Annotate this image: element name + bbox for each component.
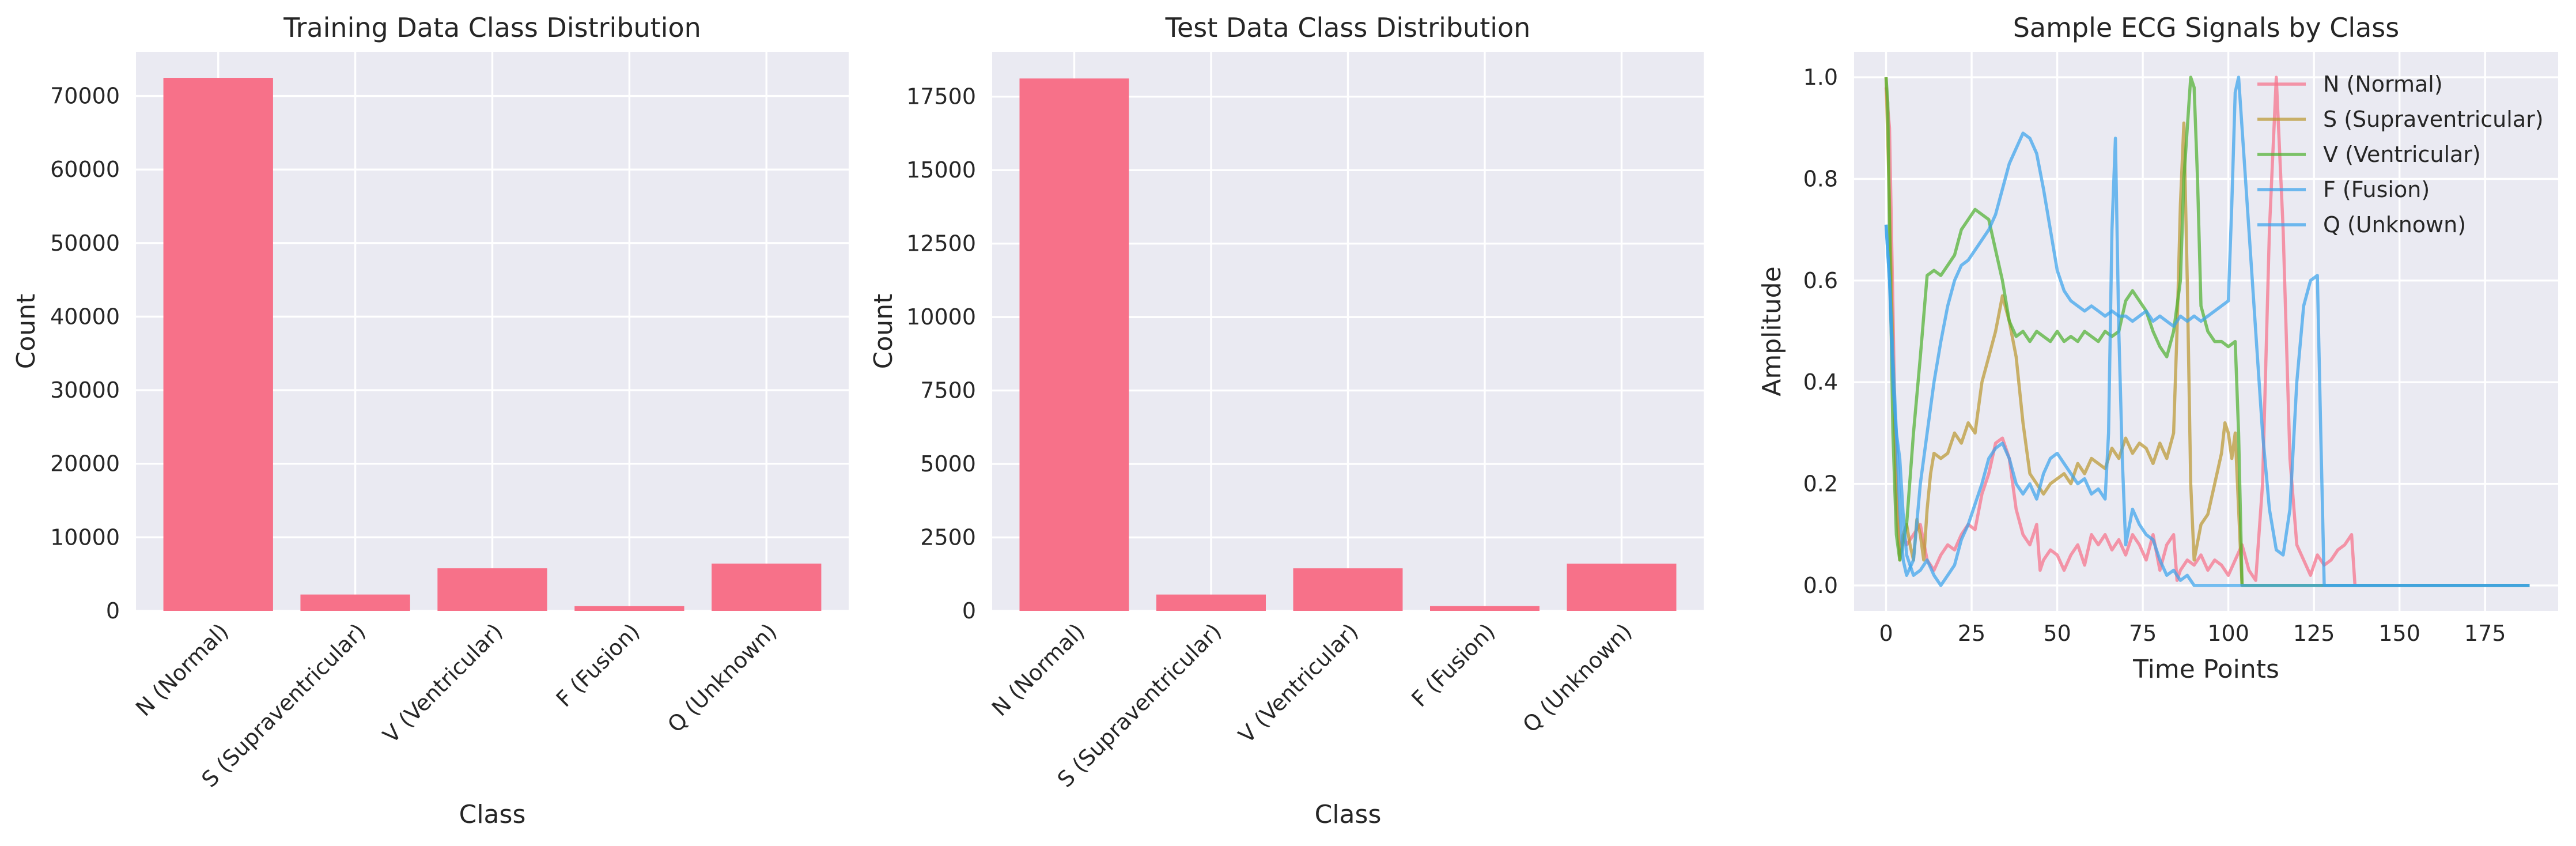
y-tick-label: 0.6 <box>1803 268 1838 293</box>
series-line-5 <box>1884 75 2530 587</box>
bar-1 <box>1019 78 1129 611</box>
legend-label-1: N (Normal) <box>2323 71 2443 97</box>
y-tick-label: 0.2 <box>1803 471 1838 497</box>
series-line-3 <box>1884 75 2530 587</box>
y-tick-label: 2500 <box>920 525 976 550</box>
y-tick-label: 20000 <box>50 451 120 477</box>
series-line-2 <box>1884 77 2530 587</box>
x-tick-label: 175 <box>2464 621 2506 646</box>
y-tick-label: 5000 <box>920 451 976 477</box>
y-tick-label: 60000 <box>50 157 120 182</box>
x-tick-label: N (Normal) <box>987 618 1090 721</box>
x-tick-label: Q (Unknown) <box>1518 618 1637 738</box>
x-tick-label: V (Ventricular) <box>1234 618 1363 748</box>
x-axis-label: Class <box>459 800 526 829</box>
x-tick-label: 50 <box>2043 621 2071 646</box>
x-axis-label: Class <box>1315 800 1382 829</box>
y-tick-label: 10000 <box>50 524 120 550</box>
line-chart: 0.0 0.2 0.4 0.6 0.8 1.0 0 25 50 75 100 125 150 175 Sam… <box>1757 12 2558 684</box>
chart-title: Sample ECG Signals by Class <box>2013 12 2400 43</box>
x-tick-label: N (Normal) <box>131 618 233 721</box>
bar-5 <box>1567 564 1677 611</box>
x-tick-label: 100 <box>2207 621 2249 646</box>
y-tick-label: 12500 <box>906 231 976 256</box>
y-axis-label: Count <box>12 294 41 369</box>
x-tick-label: 150 <box>2378 621 2420 646</box>
bar-3 <box>1293 568 1403 611</box>
y-tick-label: 17500 <box>906 84 976 109</box>
bar-5 <box>712 563 822 611</box>
x-tick-label: 25 <box>1958 621 1985 646</box>
y-axis-label: Count <box>869 294 898 369</box>
legend-label-5: Q (Unknown) <box>2323 212 2466 237</box>
bar-chart-1: 0 10000 20000 30000 40000 50000 60000 70000 N (N… <box>12 12 849 829</box>
y-tick-label: 7500 <box>920 378 976 403</box>
x-axis-label: Time Points <box>2132 655 2279 684</box>
y-tick-label: 40000 <box>50 304 120 329</box>
bar-2 <box>300 594 410 611</box>
y-tick-label: 50000 <box>50 231 120 256</box>
y-tick-label: 0 <box>106 598 120 624</box>
x-tick-label: F (Fusion) <box>1406 618 1500 712</box>
bar-chart-2: 0 2500 5000 7500 10000 12500 15000 17500 N (Norm… <box>869 12 1704 829</box>
y-tick-label: 15000 <box>906 157 976 183</box>
x-tick-label: 75 <box>2129 621 2157 646</box>
y-tick-label: 0.0 <box>1803 573 1838 598</box>
y-tick-label: 10000 <box>906 304 976 330</box>
legend-label-2: S (Supraventricular) <box>2323 107 2544 132</box>
bar-3 <box>437 568 547 611</box>
bar-4 <box>1430 606 1539 611</box>
y-tick-label: 0.8 <box>1803 166 1838 191</box>
x-tick-label: F (Fusion) <box>551 618 645 712</box>
chart-title: Test Data Class Distribution <box>1165 12 1531 43</box>
chart-title: Training Data Class Distribution <box>283 12 701 43</box>
x-tick-label: V (Ventricular) <box>378 618 508 748</box>
bar-1 <box>163 78 273 611</box>
x-tick-label: 125 <box>2293 621 2335 646</box>
y-axis-label: Amplitude <box>1757 266 1787 396</box>
y-tick-label: 0 <box>962 598 976 624</box>
y-tick-label: 1.0 <box>1803 65 1838 90</box>
x-tick-label: Q (Unknown) <box>663 618 782 738</box>
legend-label-4: F (Fusion) <box>2323 177 2430 202</box>
bar-2 <box>1156 594 1266 611</box>
plot-area <box>1854 52 2558 611</box>
series-line-4 <box>1884 137 2530 587</box>
y-tick-label: 0.4 <box>1803 369 1838 395</box>
y-tick-label: 30000 <box>50 377 120 403</box>
legend-label-3: V (Ventricular) <box>2323 142 2481 167</box>
legend: N (Normal) S (Supraventricular) V (Ventric… <box>2257 71 2544 237</box>
y-tick-label: 70000 <box>50 84 120 109</box>
bar-4 <box>574 606 684 611</box>
x-tick-label: 0 <box>1879 621 1893 646</box>
